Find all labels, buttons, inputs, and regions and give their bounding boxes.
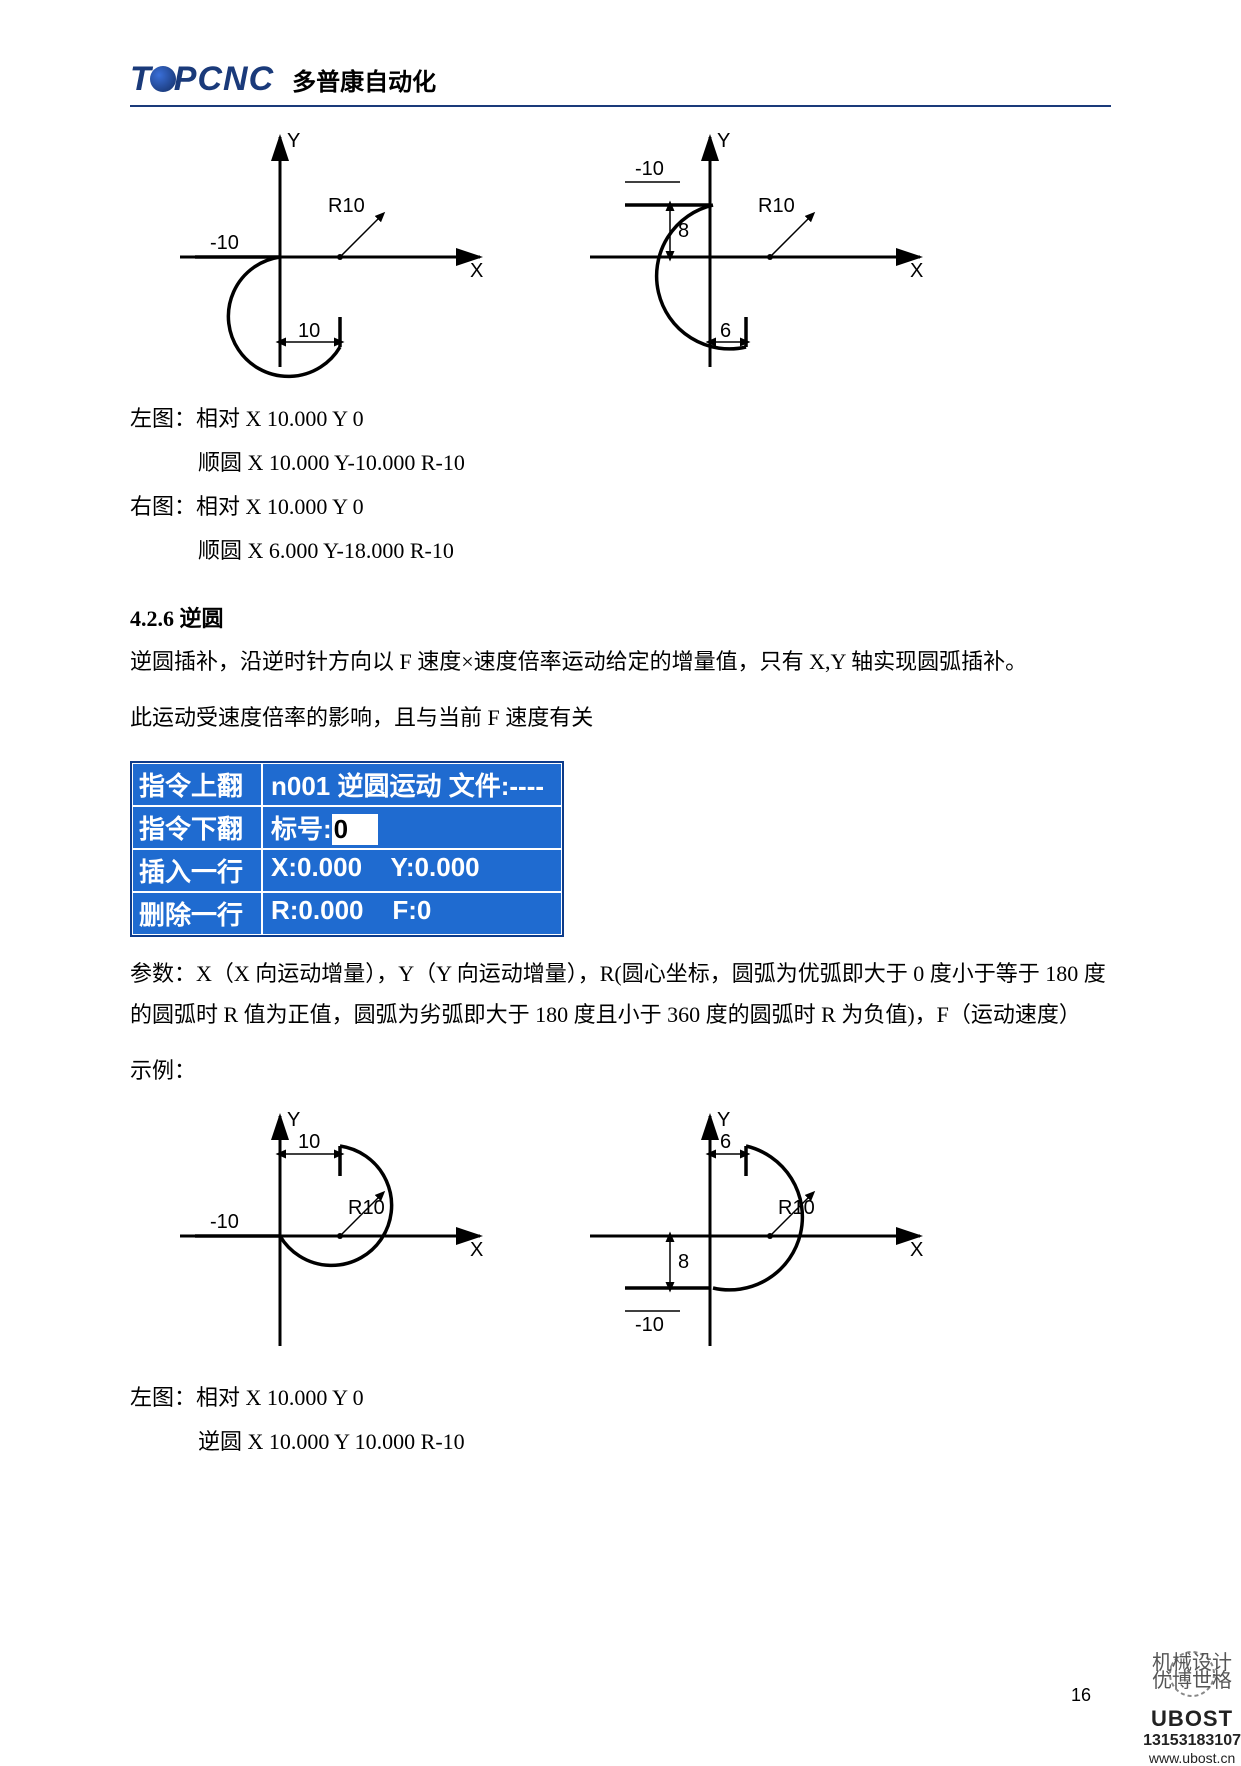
panel-title-prefix: n001 逆圆运动 文件: [271, 771, 509, 801]
code-line: 顺圆 X 10.000 Y-10.000 R-10 [130, 441, 1111, 485]
bottom-dim: 6 [720, 320, 731, 342]
example-label: 示例： [130, 1050, 1111, 1092]
watermark: 机械设计 优博世格 UBOST 13153183107 www.ubost.cn [1143, 1647, 1241, 1766]
top-dim: 10 [298, 1131, 320, 1153]
axis-x-label: X [910, 1239, 923, 1261]
panel-rf-cell: R:0.000 F:0 [262, 892, 562, 935]
panel-label-cell: 标号:0 [262, 806, 562, 849]
gear-icon: 机械设计 优博世格 [1152, 1647, 1232, 1701]
section-para-1: 逆圆插补，沿逆时针方向以 F 速度×速度倍率运动给定的增量值，只有 X,Y 轴实… [130, 641, 1111, 683]
code-line: 右图：相对 X 10.000 Y 0 [130, 494, 364, 519]
svg-text:优博世格: 优博世格 [1152, 1669, 1232, 1692]
v-dim: 8 [678, 220, 689, 242]
axis-x-label: X [910, 260, 923, 282]
code-line: 左图：相对 X 10.000 Y 0 [130, 1385, 364, 1410]
code-line: 逆圆 X 10.000 Y 10.000 R-10 [130, 1420, 1111, 1464]
watermark-phone: 13153183107 [1143, 1732, 1241, 1750]
panel-btn-delete-line[interactable]: 删除一行 [132, 892, 262, 935]
radius-label: R10 [778, 1197, 815, 1219]
panel-btn-page-up[interactable]: 指令上翻 [132, 763, 262, 806]
axis-y-label: Y [287, 130, 300, 152]
code-line: 顺圆 X 6.000 Y-18.000 R-10 [130, 529, 1111, 573]
document-page: T PCNC 多普康自动化 Y X [0, 0, 1241, 1766]
axis-y-label: Y [717, 130, 730, 152]
panel-title-suffix: ---- [509, 771, 544, 801]
diagram-top-left: Y X R10 -10 10 [170, 127, 500, 387]
neg-ten-label: -10 [210, 232, 239, 254]
radius-label: R10 [348, 1197, 385, 1219]
panel-btn-insert-line[interactable]: 插入一行 [132, 849, 262, 892]
axis-y-label: Y [287, 1109, 300, 1131]
panel-label-prefix: 标号: [271, 814, 332, 844]
diagram-top-right: Y X R10 -10 8 6 [580, 127, 940, 387]
axis-x-label: X [470, 1239, 483, 1261]
radius-label: R10 [328, 195, 365, 217]
v-dim: 8 [678, 1251, 689, 1273]
watermark-brand: UBOST [1143, 1706, 1241, 1732]
diagram-row-bottom: Y X R10 -10 10 Y X R10 6 [170, 1106, 1111, 1366]
panel-label-input[interactable]: 0 [332, 814, 378, 845]
panel-title-cell: n001 逆圆运动 文件:---- [262, 763, 562, 806]
neg-ten-label: -10 [635, 1314, 664, 1336]
code-block-2: 左图：相对 X 10.000 Y 0 逆圆 X 10.000 Y 10.000 … [130, 1376, 1111, 1464]
params-text: 参数：X（X 向运动增量），Y（Y 向运动增量），R(圆心坐标，圆弧为优弧即大于… [130, 953, 1111, 1037]
diagram-bottom-right: Y X R10 6 8 -10 [580, 1106, 940, 1366]
radius-label: R10 [758, 195, 795, 217]
bottom-dim: 10 [298, 320, 320, 342]
top-dim: 6 [720, 1131, 731, 1153]
section-heading: 4.2.6 逆圆 [130, 601, 1111, 633]
logo-text-right: PCNC [174, 60, 274, 98]
section-para-2: 此运动受速度倍率的影响，且与当前 F 速度有关 [130, 697, 1111, 739]
logo-text-left: T [130, 60, 152, 98]
page-header: T PCNC 多普康自动化 [130, 60, 1111, 107]
cnc-panel: 指令上翻 n001 逆圆运动 文件:---- 指令下翻 标号:0 插入一行 X:… [130, 761, 564, 937]
neg-ten-label: -10 [635, 158, 664, 180]
watermark-url: www.ubost.cn [1143, 1750, 1241, 1766]
globe-icon [150, 66, 176, 92]
diagram-row-top: Y X R10 -10 10 Y X [170, 127, 1111, 387]
code-block-1: 左图：相对 X 10.000 Y 0 顺圆 X 10.000 Y-10.000 … [130, 397, 1111, 573]
diagram-bottom-left: Y X R10 -10 10 [170, 1106, 500, 1366]
axis-y-label: Y [717, 1109, 730, 1131]
code-line: 左图：相对 X 10.000 Y 0 [130, 406, 364, 431]
header-subtitle: 多普康自动化 [292, 62, 436, 97]
panel-xy-cell: X:0.000 Y:0.000 [262, 849, 562, 892]
logo: T PCNC [130, 60, 274, 99]
page-number: 16 [1071, 1685, 1091, 1706]
neg-ten-label: -10 [210, 1211, 239, 1233]
panel-btn-page-down[interactable]: 指令下翻 [132, 806, 262, 849]
axis-x-label: X [470, 260, 483, 282]
